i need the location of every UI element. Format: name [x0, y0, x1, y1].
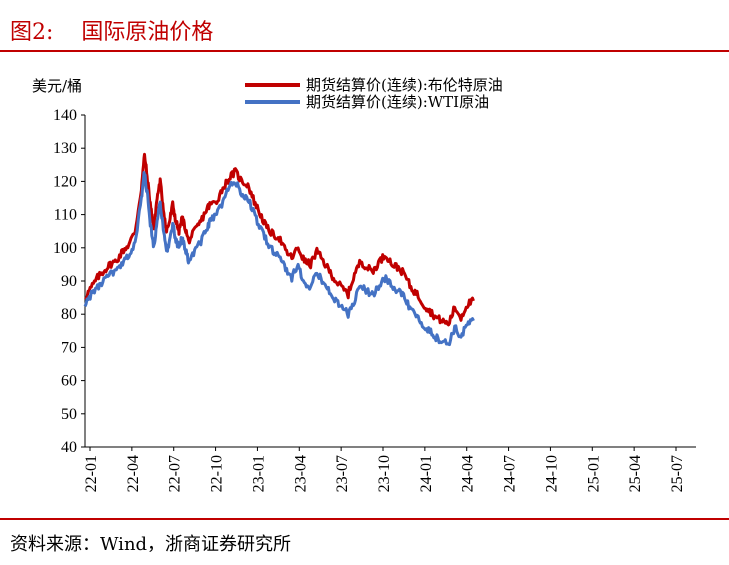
y-tick-label: 90 — [61, 273, 77, 290]
y-tick-label: 50 — [61, 406, 77, 423]
figure-number: 图2: — [10, 20, 54, 45]
figure-title: 图2: 国际原油价格 — [10, 14, 213, 46]
top-rule — [0, 50, 729, 52]
x-tick-label: 22-04 — [125, 455, 142, 492]
y-tick-label: 100 — [53, 240, 77, 257]
y-tick-label: 140 — [53, 107, 77, 124]
y-tick-label: 80 — [61, 306, 77, 323]
legend-label-wti: 期货结算价(连续):WTI原油 — [306, 93, 489, 111]
x-tick-label: 25-01 — [585, 455, 602, 492]
axes: 40 50 60 70 80 90 100 110 120 130 140 美元/桶 22-01 22-0… — [32, 77, 696, 492]
x-tick-label: 23-07 — [334, 455, 351, 492]
series-line-brent — [84, 152, 475, 327]
x-tick-label: 23-01 — [250, 455, 267, 492]
x-tick-label: 22-10 — [209, 455, 226, 492]
x-tick-label: 22-01 — [83, 455, 100, 492]
x-tick-label: 24-04 — [460, 455, 477, 492]
x-tick-label: 25-07 — [669, 455, 686, 492]
y-tick-label: 40 — [61, 439, 77, 456]
y-tick-label: 110 — [54, 207, 77, 224]
x-tick-label: 24-07 — [502, 455, 519, 492]
source-note: 资料来源：Wind，浙商证券研究所 — [10, 534, 292, 555]
y-tick-label: 70 — [61, 339, 77, 356]
legend-label-brent: 期货结算价(连续):布伦特原油 — [306, 76, 503, 94]
figure-title-text: 国际原油价格 — [81, 20, 214, 45]
chart: 40 50 60 70 80 90 100 110 120 130 140 美元/桶 22-01 22-0… — [32, 76, 696, 492]
x-tick-label: 24-01 — [418, 455, 435, 492]
y-axis-unit: 美元/桶 — [32, 77, 82, 95]
y-tick-label: 120 — [53, 173, 77, 190]
x-tick-label: 25-04 — [627, 455, 644, 492]
series-group — [83, 152, 475, 347]
bottom-rule — [0, 518, 729, 520]
y-tick-label: 130 — [53, 140, 77, 157]
x-tick-label: 23-10 — [376, 455, 393, 492]
series-line-wti — [83, 171, 475, 347]
x-tick-label: 24-10 — [543, 455, 560, 492]
y-tick-label: 60 — [61, 373, 77, 390]
x-tick-label: 22-07 — [167, 455, 184, 492]
x-tick-label: 23-04 — [292, 455, 309, 492]
